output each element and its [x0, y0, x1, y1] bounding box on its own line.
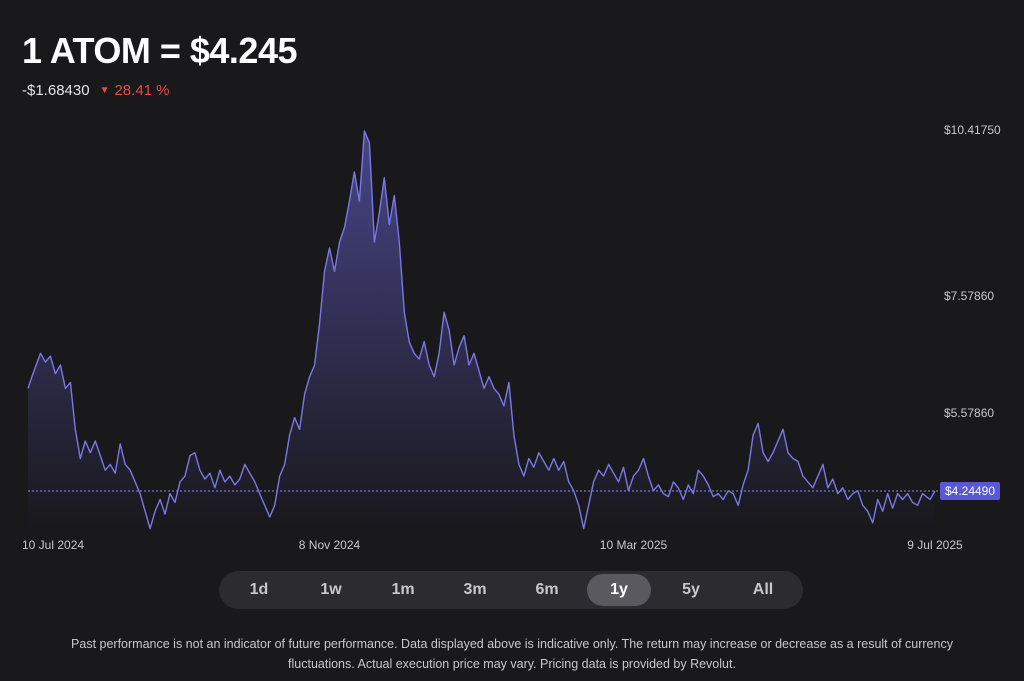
timeframe-1w[interactable]: 1w [320, 581, 342, 598]
timeframe-3m[interactable]: 3m [463, 581, 487, 598]
current-price-label: $4.24490 [945, 484, 995, 498]
x-tick-label: 8 Nov 2024 [299, 538, 361, 552]
timeframe-1d[interactable]: 1d [249, 581, 269, 598]
timeframe-5y[interactable]: 5y [682, 581, 700, 598]
y-tick-label: $7.57860 [944, 289, 994, 303]
x-tick-label: 10 Jul 2024 [22, 538, 84, 552]
disclaimer-line-1: Past performance is not an indicator of … [71, 637, 953, 651]
x-tick-label: 9 Jul 2025 [907, 538, 963, 552]
price-change: -$1.68430 ▼ 28.41 % [22, 82, 170, 99]
price-chart[interactable]: $10.41750 $7.57860 $5.57860 10 Jul 2024 8 N… [0, 0, 1024, 560]
timeframe-6m[interactable]: 6m [535, 581, 559, 598]
y-tick-label: $5.57860 [944, 406, 994, 420]
timeframe-all[interactable]: All [752, 581, 774, 598]
timeframe-selector: 1d 1w 1m 3m 6m 1y 5y All [219, 571, 803, 609]
timeframe-1m[interactable]: 1m [391, 581, 415, 598]
y-tick-label: $10.41750 [944, 123, 1001, 137]
x-tick-label: 10 Mar 2025 [600, 538, 668, 552]
disclaimer: Past performance is not an indicator of … [20, 634, 1004, 674]
price-area [28, 131, 935, 530]
price-header: 1 ATOM = $4.245 [22, 30, 297, 71]
timeframe-1y[interactable]: 1y [587, 574, 651, 606]
change-percent: 28.41 % [114, 82, 170, 99]
change-absolute: -$1.68430 [22, 82, 90, 99]
triangle-down-icon: ▼ [99, 85, 110, 96]
disclaimer-line-2: fluctuations. Actual execution price may… [288, 657, 736, 671]
current-price-badge: $4.24490 [940, 482, 1000, 500]
price-line [27, 130, 936, 530]
